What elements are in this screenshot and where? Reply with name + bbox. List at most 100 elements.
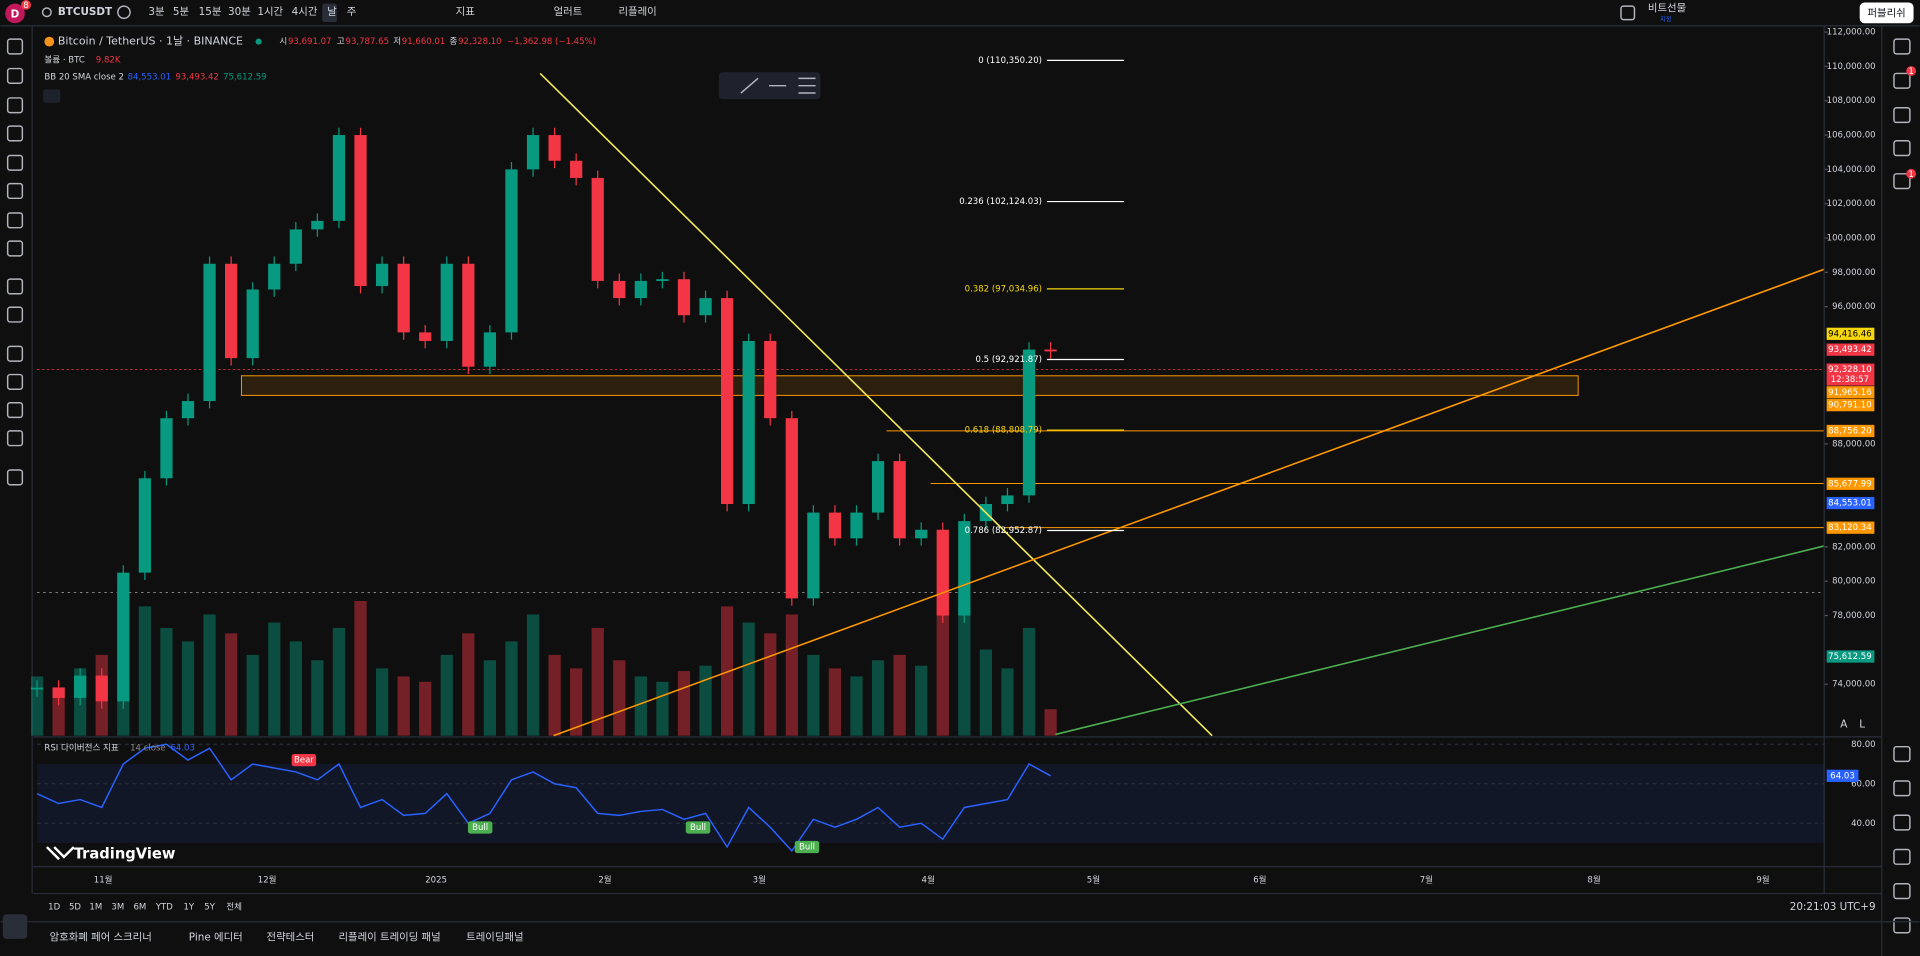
symbol[interactable]: BTCUSDT	[58, 6, 113, 18]
bb-lower: 75,612.59	[223, 73, 267, 83]
y-tick-label: 78,000.00	[1832, 611, 1875, 621]
range-button[interactable]: 5Y	[204, 903, 215, 913]
legend-close: 92,328.10	[458, 37, 502, 47]
volume-bar	[785, 614, 798, 736]
interval[interactable]: 주	[347, 6, 357, 18]
sidebar-icon[interactable]	[1893, 72, 1911, 89]
interval[interactable]: 1시간	[257, 6, 283, 18]
sidebar-icon[interactable]	[1893, 917, 1911, 934]
tool-icon[interactable]	[6, 67, 24, 84]
interval[interactable]: 15분	[199, 6, 222, 18]
y-tick-label: 104,000.00	[1827, 165, 1876, 175]
badge	[1906, 168, 1916, 179]
range-button[interactable]: YTD	[155, 903, 173, 913]
candle	[268, 263, 281, 290]
sidebar-icon[interactable]	[1893, 780, 1911, 797]
range-button[interactable]: 전체	[226, 902, 242, 913]
alert[interactable]: 얼러트	[554, 6, 583, 18]
indicators[interactable]: 지표	[456, 6, 476, 18]
range-button[interactable]: 1M	[89, 903, 102, 913]
price-tag-label: 92,328.10	[1828, 365, 1872, 375]
volume-bar	[764, 633, 777, 736]
tool-icon[interactable]	[6, 125, 24, 142]
futures[interactable]: 비트선물	[1648, 3, 1686, 15]
avatar[interactable]	[5, 3, 25, 24]
collapse-button[interactable]	[43, 89, 61, 103]
sidebar-icon[interactable]	[1893, 848, 1911, 865]
tool-icon[interactable]	[6, 38, 24, 55]
legend-change: −1,362.98 (−1.45%)	[507, 37, 596, 47]
scale-button[interactable]: A	[1840, 719, 1848, 731]
tool-icon[interactable]	[6, 401, 24, 419]
tool-icon[interactable]	[6, 154, 24, 171]
y-tick-label: 88,000.00	[1832, 439, 1875, 449]
panel-tab[interactable]: Pine 에디터	[189, 932, 243, 944]
panel-tab[interactable]: 트레이딩패널	[466, 932, 523, 944]
signal-tag	[291, 754, 317, 767]
tool-icon[interactable]	[6, 306, 24, 323]
tool-icon[interactable]	[6, 182, 24, 200]
panel-tab[interactable]: 리플레이 트레이딩 패널	[338, 932, 440, 944]
candle	[570, 160, 583, 178]
trend-line	[553, 268, 1825, 737]
interval[interactable]: 4시간	[292, 6, 318, 18]
zone	[240, 375, 1579, 396]
sidebar-icon[interactable]	[1893, 883, 1911, 900]
publish[interactable]: 퍼블리쉬	[1867, 7, 1905, 19]
y-tick-label: 106,000.00	[1827, 131, 1876, 141]
panel-tab[interactable]: 전략테스터	[267, 932, 315, 944]
y-tick-label: 110,000.00	[1827, 62, 1876, 72]
tool-icon[interactable]	[6, 97, 24, 114]
interval[interactable]: 날	[327, 6, 337, 18]
range-button[interactable]: 3M	[111, 903, 124, 913]
scale-button[interactable]: L	[1859, 719, 1865, 731]
volume-bar	[979, 649, 993, 736]
candle	[160, 418, 173, 479]
volume-bar	[268, 622, 281, 736]
range-button[interactable]: 5D	[69, 903, 81, 913]
interval[interactable]: 5분	[173, 6, 190, 18]
y-tick-label: 80,000.00	[1832, 577, 1875, 587]
tool-icon[interactable]	[6, 373, 24, 390]
price-tag-label: 75,612.59	[1828, 652, 1872, 662]
volume-label: 볼륨 · BTC	[44, 54, 84, 65]
sidebar-icon[interactable]	[1893, 173, 1911, 190]
sidebar-icon[interactable]	[1893, 745, 1911, 763]
candle	[462, 263, 475, 367]
drawing-tools[interactable]	[740, 77, 816, 94]
interval[interactable]: 30분	[228, 6, 251, 18]
range-button[interactable]: 6M	[133, 903, 146, 913]
price-tag	[1826, 477, 1875, 490]
replay[interactable]: 리플레이	[618, 6, 656, 18]
legend-low: 91,660.01	[402, 37, 446, 47]
sidebar-icon[interactable]	[1893, 106, 1911, 124]
volume-bar	[138, 606, 151, 736]
tool-icon[interactable]	[6, 345, 24, 362]
sidebar-icon[interactable]	[1893, 140, 1911, 157]
legend-open-label: 시	[279, 37, 287, 47]
interval[interactable]: 3분	[148, 6, 165, 18]
panel-tab[interactable]: 암호화폐 페어 스크리너	[50, 932, 152, 944]
compare-icon[interactable]	[117, 5, 131, 20]
tool-icon[interactable]	[6, 278, 24, 295]
watchlist-button[interactable]	[2, 914, 28, 939]
range-button[interactable]: 1D	[48, 903, 60, 913]
volume-bar	[440, 654, 453, 736]
candle	[893, 461, 906, 539]
tool-icon[interactable]	[6, 430, 24, 447]
tool-icon[interactable]	[6, 212, 24, 229]
candle	[915, 529, 928, 539]
tool-icon[interactable]	[6, 240, 24, 257]
candle	[742, 340, 755, 504]
x-tick-label: 8월	[1587, 874, 1600, 886]
range-button[interactable]: 1Y	[183, 903, 194, 913]
tool-icon[interactable]	[6, 469, 24, 486]
legend-low-label: 저	[393, 36, 401, 47]
checkbox[interactable]	[1620, 5, 1636, 21]
x-tick-label: 4월	[922, 874, 935, 886]
publish-button[interactable]	[1859, 2, 1914, 24]
volume-bar	[893, 654, 906, 736]
sidebar-icon[interactable]	[1893, 38, 1911, 55]
candle	[785, 418, 798, 599]
sidebar-icon[interactable]	[1893, 814, 1911, 831]
